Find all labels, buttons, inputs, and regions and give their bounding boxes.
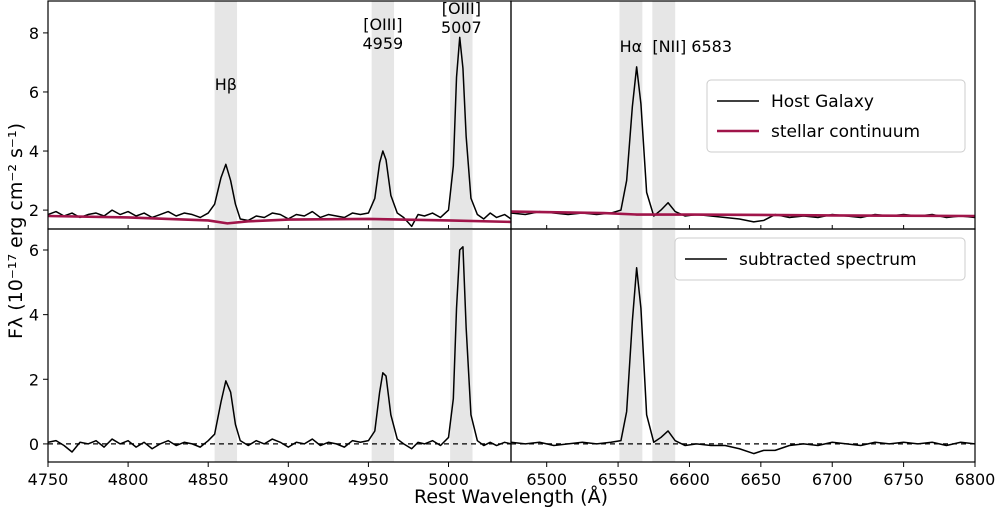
- band-label: [OIII]: [442, 0, 481, 18]
- spectrum-line: [48, 214, 511, 225]
- line-band: [371, 229, 395, 462]
- x-tick-label: 6700: [812, 470, 853, 489]
- x-tick-label: 6500: [526, 470, 567, 489]
- y-tick-label: 2: [29, 370, 39, 389]
- y-tick-label: 0: [29, 435, 39, 454]
- panel: [511, 229, 975, 462]
- panel-frame: [510, 228, 976, 463]
- x-axis-label: Rest Wavelength (Å): [414, 485, 608, 508]
- line-band: [652, 1, 676, 229]
- spectrum-line: [48, 36, 511, 228]
- y-axis-label: Fλ (10⁻¹⁷ erg cm⁻² s⁻¹): [5, 123, 27, 339]
- y-tick-label: 6: [29, 83, 39, 102]
- band-label: Hα: [620, 37, 643, 56]
- panel: [511, 1, 975, 229]
- panel-frame: [47, 228, 512, 463]
- x-tick-label: 5000: [428, 470, 469, 489]
- spectrum-line: [511, 210, 975, 218]
- x-tick-label: 6750: [883, 470, 924, 489]
- panel: [48, 229, 511, 462]
- line-band: [450, 1, 473, 229]
- y-tick-label: 2: [29, 201, 39, 220]
- line-band: [450, 229, 473, 462]
- legend-label: Host Galaxy: [771, 92, 874, 112]
- band-label: 5007: [441, 18, 482, 37]
- y-tick-label: 4: [29, 306, 39, 325]
- x-tick-label: 6800: [955, 470, 996, 489]
- band-label: [OIII]: [363, 15, 402, 34]
- x-tick-label: 6650: [740, 470, 781, 489]
- x-tick-label: 4800: [108, 470, 149, 489]
- line-band: [652, 229, 676, 462]
- x-tick-label: 6600: [669, 470, 710, 489]
- legend-box: [706, 79, 966, 153]
- band-label: Hβ: [215, 75, 237, 94]
- line-band: [371, 1, 395, 229]
- spectrum-line: [511, 267, 975, 455]
- line-band: [214, 1, 238, 229]
- legend-label: subtracted spectrum: [739, 250, 917, 270]
- x-tick-label: 4900: [268, 470, 309, 489]
- y-tick-label: 8: [29, 24, 39, 43]
- y-tick-label: 4: [29, 142, 39, 161]
- x-tick-label: 4950: [348, 470, 389, 489]
- y-tick-label: 6: [29, 241, 39, 260]
- legend-label: stellar continuum: [771, 122, 920, 142]
- band-label: 4959: [362, 34, 403, 53]
- line-band: [214, 229, 238, 462]
- panel: [48, 1, 511, 229]
- legend-box: [674, 237, 966, 281]
- band-label: [NII] 6583: [652, 37, 732, 56]
- x-tick-label: 6550: [598, 470, 639, 489]
- spectrum-line: [48, 246, 511, 453]
- line-band: [619, 1, 643, 229]
- x-tick-label: 4750: [28, 470, 69, 489]
- x-tick-label: 4850: [188, 470, 229, 489]
